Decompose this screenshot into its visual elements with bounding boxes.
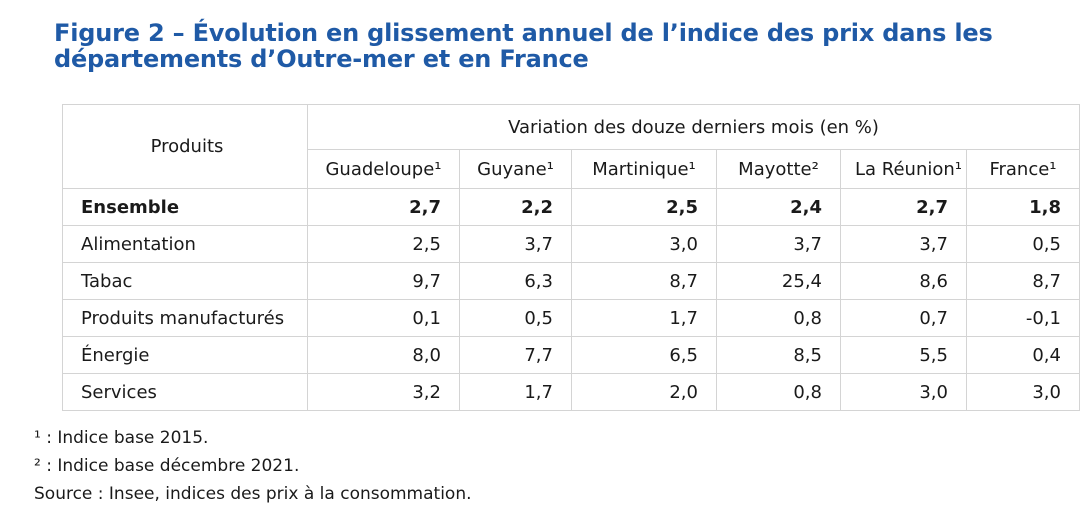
table-cell: 3,0: [571, 225, 717, 263]
table-cell: 2,4: [716, 188, 841, 226]
table-cell: 2,7: [840, 188, 967, 226]
row-label: Alimentation: [62, 225, 308, 263]
table-cell: 1,8: [966, 188, 1080, 226]
table-cell: 0,8: [716, 299, 841, 337]
price-index-table: Produits Variation des douze derniers mo…: [62, 104, 1080, 411]
table-cell: 0,1: [307, 299, 460, 337]
table-cell: 3,2: [307, 373, 460, 411]
source-note: Source : Insee, indices des prix à la co…: [34, 484, 472, 504]
table-cell: 7,7: [459, 336, 572, 374]
column-header-guadeloupe: Guadeloupe¹: [307, 149, 460, 189]
table-cell: -0,1: [966, 299, 1080, 337]
column-header-guyane: Guyane¹: [459, 149, 572, 189]
table-cell: 3,0: [966, 373, 1080, 411]
column-header-france: France¹: [966, 149, 1080, 189]
table-cell: 3,7: [459, 225, 572, 263]
row-label: Ensemble: [62, 188, 308, 226]
table-cell: 8,6: [840, 262, 967, 300]
row-label: Énergie: [62, 336, 308, 374]
products-header: Produits: [62, 104, 308, 189]
table-row-alimentation: Alimentation 2,5 3,7 3,0 3,7 3,7 0,5: [62, 225, 1080, 263]
table-cell: 8,7: [571, 262, 717, 300]
column-header-la-reunion: La Réunion¹: [840, 149, 967, 189]
table-cell: 5,5: [840, 336, 967, 374]
table-cell: 8,7: [966, 262, 1080, 300]
table-cell: 8,5: [716, 336, 841, 374]
row-label: Tabac: [62, 262, 308, 300]
table-cell: 2,5: [307, 225, 460, 263]
column-header-mayotte: Mayotte²: [716, 149, 841, 189]
table-row-services: Services 3,2 1,7 2,0 0,8 3,0 3,0: [62, 373, 1080, 411]
figure-title: Figure 2 – Évolution en glissement annue…: [54, 19, 993, 73]
table-row-produits-manufactures: Produits manufacturés 0,1 0,5 1,7 0,8 0,…: [62, 299, 1080, 337]
table-cell: 0,8: [716, 373, 841, 411]
table-cell: 2,7: [307, 188, 460, 226]
footnotes: ¹ : Indice base 2015. ² : Indice base dé…: [34, 424, 472, 508]
table-cell: 25,4: [716, 262, 841, 300]
table-cell: 0,4: [966, 336, 1080, 374]
table-cell: 8,0: [307, 336, 460, 374]
table-row-ensemble: Ensemble 2,7 2,2 2,5 2,4 2,7 1,8: [62, 188, 1080, 226]
table-cell: 2,2: [459, 188, 572, 226]
table-cell: 2,0: [571, 373, 717, 411]
table-cell: 3,7: [716, 225, 841, 263]
table-cell: 3,7: [840, 225, 967, 263]
table-cell: 1,7: [459, 373, 572, 411]
table-cell: 0,5: [459, 299, 572, 337]
column-header-martinique: Martinique¹: [571, 149, 717, 189]
variation-group-header: Variation des douze derniers mois (en %): [307, 104, 1080, 150]
row-label: Produits manufacturés: [62, 299, 308, 337]
table-row-energie: Énergie 8,0 7,7 6,5 8,5 5,5 0,4: [62, 336, 1080, 374]
footnote-base-2015: ¹ : Indice base 2015.: [34, 428, 209, 448]
row-label: Services: [62, 373, 308, 411]
table-cell: 0,7: [840, 299, 967, 337]
price-index-table-container: Produits Variation des douze derniers mo…: [62, 104, 1080, 411]
table-cell: 6,5: [571, 336, 717, 374]
footnote-base-dec-2021: ² : Indice base décembre 2021.: [34, 456, 300, 476]
table-cell: 1,7: [571, 299, 717, 337]
table-cell: 6,3: [459, 262, 572, 300]
table-cell: 3,0: [840, 373, 967, 411]
table-cell: 2,5: [571, 188, 717, 226]
table-cell: 9,7: [307, 262, 460, 300]
table-row-tabac: Tabac 9,7 6,3 8,7 25,4 8,6 8,7: [62, 262, 1080, 300]
table-cell: 0,5: [966, 225, 1080, 263]
